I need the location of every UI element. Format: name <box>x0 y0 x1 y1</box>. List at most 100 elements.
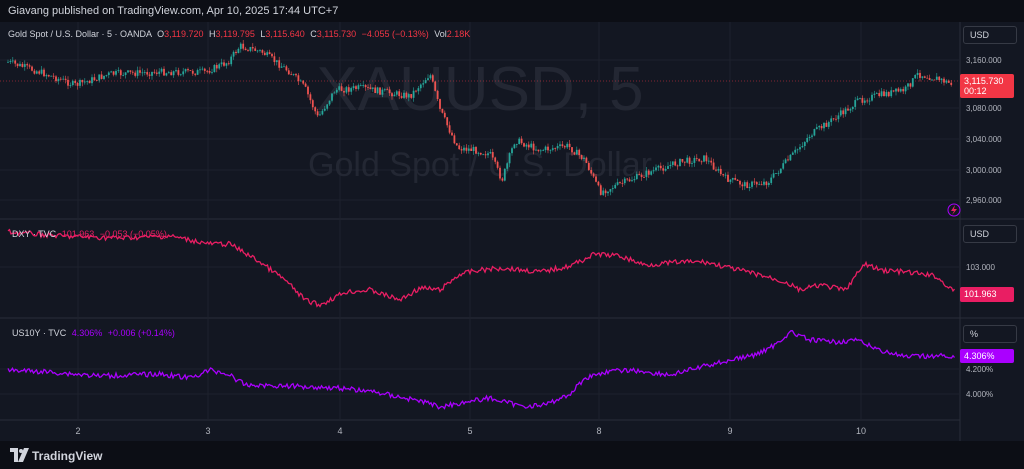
candle-body <box>931 79 933 81</box>
candle-body <box>767 182 770 186</box>
candle-body <box>863 100 866 103</box>
gold-axis-label: 2,960.000 <box>966 196 1002 205</box>
dxy-unit-button[interactable]: USD <box>963 225 1017 243</box>
candle-body <box>7 61 9 63</box>
candle-body <box>62 78 65 80</box>
candle-body <box>902 89 905 92</box>
candle-body <box>79 79 81 86</box>
candle-body <box>319 114 321 116</box>
candle-body <box>35 71 38 74</box>
candle-body <box>470 148 473 151</box>
candle-body <box>916 72 919 75</box>
time-axis-label: 3 <box>205 426 210 436</box>
candle-body <box>751 181 753 187</box>
time-axis-label: 4 <box>337 426 342 436</box>
candle-body <box>441 108 444 113</box>
candle-body <box>477 152 480 154</box>
candle-body <box>196 70 199 75</box>
candle-body <box>700 161 703 163</box>
candle-body <box>703 155 705 162</box>
candle-body <box>784 159 787 164</box>
candle-body <box>904 86 907 92</box>
candle-body <box>179 74 182 76</box>
candle-body <box>59 78 62 80</box>
candle-body <box>251 47 254 49</box>
candle-body <box>410 94 413 98</box>
gold-legend[interactable]: Gold Spot / U.S. Dollar · 5 · OANDA O3,1… <box>8 29 470 39</box>
candle-body <box>479 152 482 155</box>
lightning-icon[interactable] <box>947 203 961 217</box>
candle-body <box>213 65 216 73</box>
candle-body <box>451 132 453 136</box>
candle-body <box>194 73 197 75</box>
candle-body <box>263 52 266 56</box>
candle-body <box>309 94 312 101</box>
us10y-legend[interactable]: US10Y · TVC 4.306% +0.006 (+0.14%) <box>12 328 175 338</box>
candle-body <box>242 43 245 49</box>
candle-body <box>98 74 101 81</box>
candle-body <box>405 92 408 98</box>
us10y-unit-button[interactable]: % <box>963 325 1017 343</box>
candle-body <box>799 147 801 150</box>
h-value: 3,119.795 <box>215 29 255 39</box>
candle-body <box>177 70 180 75</box>
candle-body <box>333 92 336 94</box>
candle-body <box>28 65 31 67</box>
candle-body <box>448 125 451 133</box>
candle-body <box>278 60 281 68</box>
candle-body <box>883 91 885 97</box>
tradingview-logo-icon <box>10 448 29 462</box>
candle-body <box>141 72 144 74</box>
candle-body <box>597 181 600 186</box>
candle-body <box>386 89 389 91</box>
gold-axis-label: 3,160.000 <box>966 56 1002 65</box>
candle-body <box>616 182 619 185</box>
candle-body <box>393 94 396 97</box>
candle-body <box>571 147 573 153</box>
candle-body <box>256 50 259 52</box>
gold-axis-label: 3,040.000 <box>966 135 1002 144</box>
candle-body <box>801 146 804 148</box>
gold-title: Gold Spot / U.S. Dollar · 5 · OANDA <box>8 29 152 39</box>
candle-body <box>407 94 410 98</box>
candle-body <box>67 79 69 86</box>
candle-body <box>21 63 24 67</box>
candle-body <box>153 71 156 73</box>
candle-body <box>547 146 549 151</box>
candle-body <box>134 72 137 76</box>
candle-body <box>671 161 674 165</box>
candle-body <box>487 153 489 156</box>
candle-body <box>813 129 816 136</box>
candle-body <box>549 149 552 151</box>
candle-body <box>443 112 446 118</box>
candle-body <box>729 179 732 182</box>
gold-change: −4.055 (−0.13%) <box>361 29 429 39</box>
candle-body <box>508 153 511 164</box>
candle-body <box>727 174 729 182</box>
candle-body <box>52 75 55 77</box>
us10y-title: US10Y · TVC <box>12 328 67 338</box>
candle-body <box>724 174 727 176</box>
time-axis-label: 2 <box>75 426 80 436</box>
candle-body <box>160 68 163 72</box>
candle-body <box>849 109 852 111</box>
gold-unit-button[interactable]: USD <box>963 26 1017 44</box>
candle-body <box>247 50 249 51</box>
candle-body <box>129 70 132 72</box>
candle-body <box>436 90 439 100</box>
candle-body <box>369 87 372 89</box>
candle-body <box>523 143 525 147</box>
candle-body <box>86 80 89 82</box>
chart-area[interactable]: XAUUSD, 5 Gold Spot / U.S. Dollar 3,160.… <box>0 22 1024 441</box>
us10y-value: 4.306% <box>71 328 103 338</box>
candle-body <box>112 71 115 75</box>
candle-body <box>131 71 134 73</box>
candle-body <box>103 75 105 79</box>
dxy-legend[interactable]: DXY · TVC 101.963 −0.053 (−0.05%) <box>12 229 167 239</box>
candle-body <box>489 152 492 154</box>
candle-body <box>676 165 679 167</box>
candle-body <box>619 182 621 183</box>
candle-body <box>237 48 240 54</box>
us10y-change: +0.006 (+0.14%) <box>107 328 175 338</box>
candle-body <box>859 98 861 99</box>
